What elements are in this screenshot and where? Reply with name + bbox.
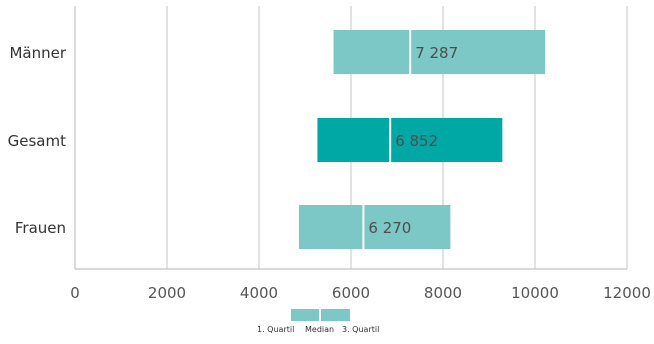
x-tick-label: 12000 (603, 284, 651, 302)
x-tick-label: 8000 (424, 284, 462, 302)
median-value-label: 6 270 (368, 219, 411, 237)
median-value-label: 7 287 (415, 44, 458, 62)
bar-layer (299, 30, 546, 249)
median-value-label: 6 852 (395, 132, 438, 150)
category-label: Frauen (15, 219, 66, 237)
category-label: Männer (9, 44, 66, 62)
legend-q1-label: 1. Quartil (257, 325, 294, 334)
x-tick-label: 6000 (332, 284, 370, 302)
quartile-bar (299, 205, 451, 249)
x-tick-label: 4000 (240, 284, 278, 302)
category-label: Gesamt (8, 132, 66, 150)
x-tick-label: 2000 (148, 284, 186, 302)
quartile-bar (317, 118, 503, 162)
legend: 1. Quartil Median 3. Quartil (257, 309, 379, 334)
x-tick-label: 10000 (511, 284, 559, 302)
quartile-bar (333, 30, 546, 74)
legend-median-label: Median (305, 325, 334, 334)
label-layer: 0 2000 4000 6000 8000 10000 12000 7 287 Männer 6 … (8, 44, 651, 302)
legend-q3-label: 3. Quartil (342, 325, 379, 334)
x-tick-label: 0 (70, 284, 80, 302)
